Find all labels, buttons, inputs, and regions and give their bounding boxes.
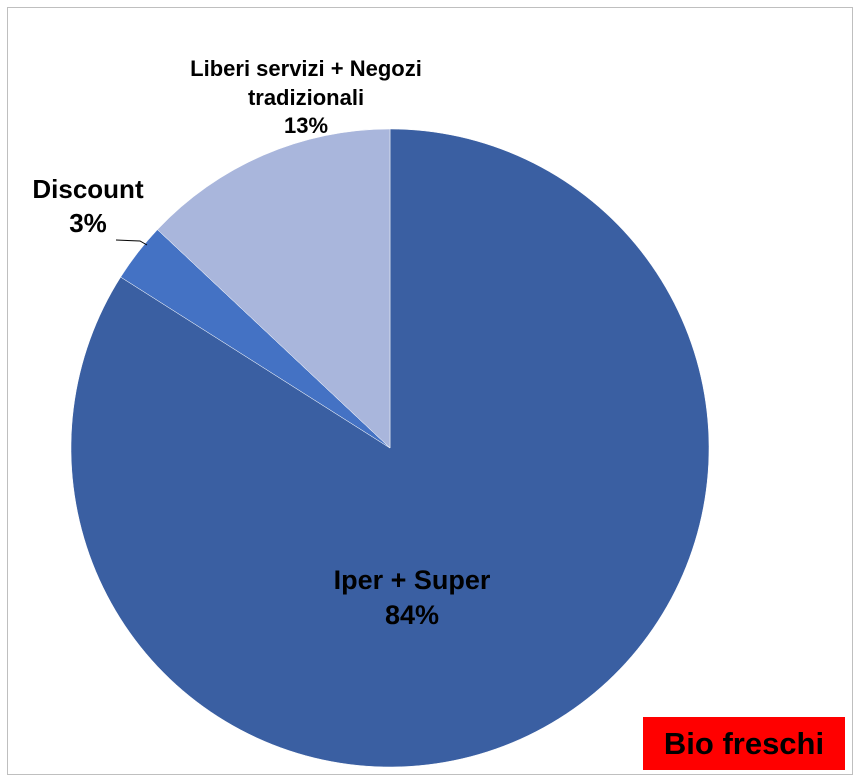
category-label: Discount xyxy=(32,174,144,205)
value-label: 3% xyxy=(69,208,107,238)
category-label: Iper + Super xyxy=(333,564,491,595)
value-label: 13% xyxy=(283,113,329,139)
value-label: 84% xyxy=(384,600,440,630)
annotation: Bio freschi xyxy=(643,717,845,770)
category-label: Liberi servizi + Negozi tradizionali xyxy=(190,56,422,110)
chart-frame xyxy=(7,7,853,775)
slice-label: Discount 3% xyxy=(8,173,168,241)
leader-line xyxy=(115,239,148,246)
pie-slice xyxy=(157,128,391,449)
slice-label: Liberi servizi + Negozi tradizionali 13% xyxy=(156,55,456,141)
slice-label: Iper + Super 84% xyxy=(282,563,542,633)
